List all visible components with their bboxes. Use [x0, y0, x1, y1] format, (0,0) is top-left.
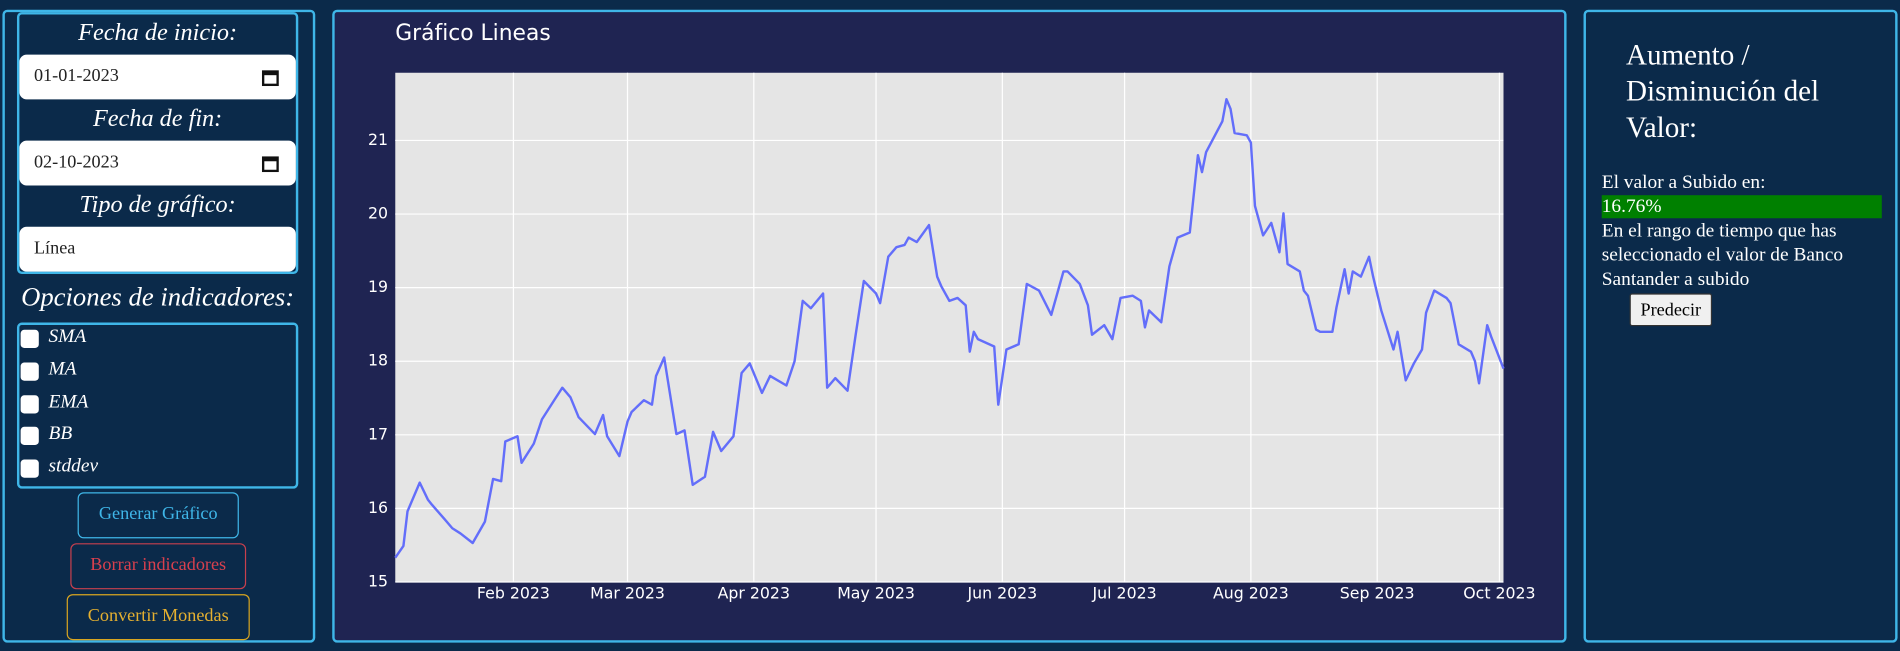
x-tick-label: May 2023: [837, 584, 915, 603]
date-form: [16, 12, 299, 275]
start-label: Fecha de inicio:: [78, 19, 238, 47]
type-select[interactable]: Línea: [19, 226, 296, 272]
y-tick-label: 19: [368, 277, 388, 296]
x-tick-label: Mar 2023: [590, 584, 665, 603]
plot-area: [395, 72, 1504, 582]
y-tick-label: 18: [368, 351, 388, 370]
calendar-icon: [261, 70, 279, 87]
result-value: 16.76%: [1601, 195, 1882, 219]
x-tick-label: Feb 2023: [477, 584, 550, 603]
end-label: Fecha de fin:: [92, 105, 223, 133]
chart-title: Gráfico Lineas: [395, 21, 550, 46]
end-value: 02-10-2023: [33, 152, 119, 173]
indicator-checkbox[interactable]: [20, 394, 39, 413]
y-tick-label: 21: [368, 130, 388, 149]
indicator-checkbox[interactable]: [20, 362, 39, 381]
indicator-label: EMA: [48, 391, 89, 412]
start-value: 01-01-2023: [33, 66, 119, 87]
type-label: Tipo de gráfico:: [79, 191, 236, 219]
x-tick-label: Oct 2023: [1463, 584, 1535, 603]
generate-button[interactable]: Generar Gráfico: [77, 492, 239, 539]
result-label: El valor a Subido en:: [1601, 172, 1766, 193]
x-tick-label: Jun 2023: [967, 584, 1038, 603]
result-title: Aumento / Disminución del Valor:: [1625, 40, 1820, 145]
price-line: [394, 98, 1505, 559]
indicator-label: stddev: [48, 456, 99, 477]
result-description: En el rango de tiempo que has selecciona…: [1601, 220, 1844, 290]
indicator-label: MA: [48, 358, 77, 380]
indicators-label: Opciones de indicadores:: [21, 281, 295, 312]
x-tick-label: Aug 2023: [1213, 584, 1289, 603]
predict-button[interactable]: Predecir: [1629, 293, 1713, 327]
calendar-icon: [261, 156, 279, 173]
end-input[interactable]: 02-10-2023: [19, 140, 296, 186]
convert-button[interactable]: Convertir Monedas: [66, 594, 250, 641]
type-value: Línea: [33, 238, 76, 259]
x-tick-label: Apr 2023: [718, 584, 790, 603]
y-tick-label: 16: [368, 498, 388, 517]
indicator-checkbox[interactable]: [20, 329, 39, 348]
indicator-checkbox[interactable]: [20, 427, 39, 446]
indicator-label: SMA: [48, 326, 87, 347]
x-tick-label: Jul 2023: [1092, 584, 1157, 603]
indicator-box: [16, 322, 299, 489]
y-tick-label: 17: [368, 424, 388, 443]
x-tick-label: Sep 2023: [1340, 584, 1415, 603]
start-input[interactable]: 01-01-2023: [19, 54, 296, 100]
indicator-checkbox[interactable]: [20, 459, 39, 478]
indicator-label: BB: [48, 423, 73, 445]
clear-button[interactable]: Borrar indicadores: [70, 543, 247, 590]
chart: Gráfico Lineas 15 16 17 18 19 20 21 Feb 2023 Mar…: [368, 21, 1536, 603]
y-tick-label: 15: [368, 571, 388, 590]
y-tick-label: 20: [368, 204, 388, 223]
